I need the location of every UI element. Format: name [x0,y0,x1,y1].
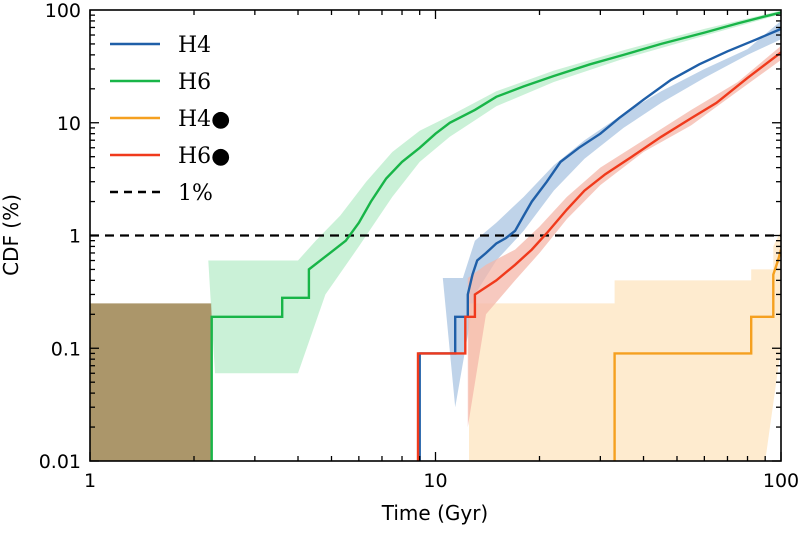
series-line-3 [416,51,781,461]
y-axis-label: CDF (%) [0,194,23,276]
legend: H4 H6 H4● H6● 1% [110,33,230,206]
axes-layer: 1 10 100 0.01 0.1 1 10 100 [39,0,799,492]
legend-label-4: 1% [178,181,213,206]
x-tick-label: 1 [84,470,96,492]
y-tick-label: 1 [69,226,81,248]
legend-label-0: H4 [178,33,211,58]
legend-label-1: H6 [178,70,211,95]
band-series-2 [469,230,781,461]
lines-layer [90,11,781,461]
shared-floor-band [90,303,212,461]
y-tick-label: 100 [45,0,81,22]
y-tick-label: 0.1 [51,338,81,360]
x-tick-label: 10 [423,470,447,492]
series-line-1 [210,11,781,461]
band-series-0 [442,20,781,408]
series-line-2 [613,249,781,461]
x-axis-label: Time (Gyr) [381,501,488,525]
band-series-1 [208,10,781,374]
x-tick-label: 100 [763,470,799,492]
legend-label-3: H6● [178,144,230,169]
y-tick-label: 10 [57,113,81,135]
y-tick-label: 0.01 [39,451,81,473]
legend-label-2: H4● [178,107,230,132]
